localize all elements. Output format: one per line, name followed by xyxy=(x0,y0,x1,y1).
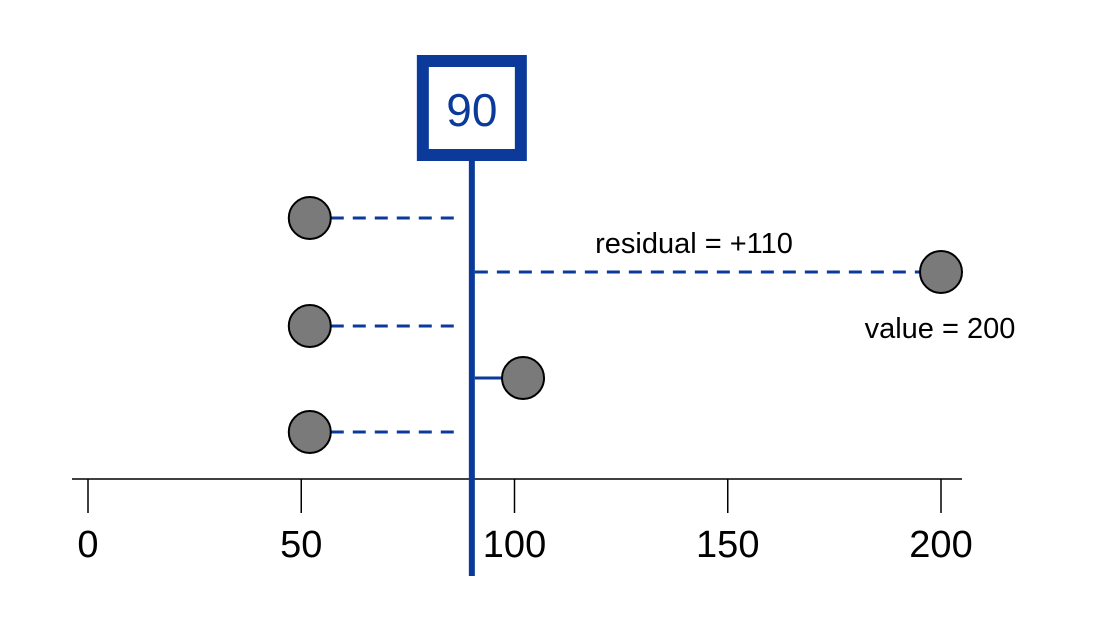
tick-label: 150 xyxy=(696,524,759,566)
value-annotation: value = 200 xyxy=(865,313,1016,345)
mean-label: 90 xyxy=(446,84,497,136)
residual-annotation: residual = +110 xyxy=(595,228,793,260)
data-point xyxy=(501,356,546,400)
tick-label: 0 xyxy=(77,524,98,566)
data-point xyxy=(287,196,332,240)
mean-box xyxy=(416,55,527,161)
data-point xyxy=(287,304,332,348)
tick-label: 200 xyxy=(909,524,972,566)
data-point xyxy=(287,410,332,454)
tick-label: 50 xyxy=(280,524,322,566)
data-point xyxy=(919,250,963,294)
tick-label: 100 xyxy=(483,524,546,566)
